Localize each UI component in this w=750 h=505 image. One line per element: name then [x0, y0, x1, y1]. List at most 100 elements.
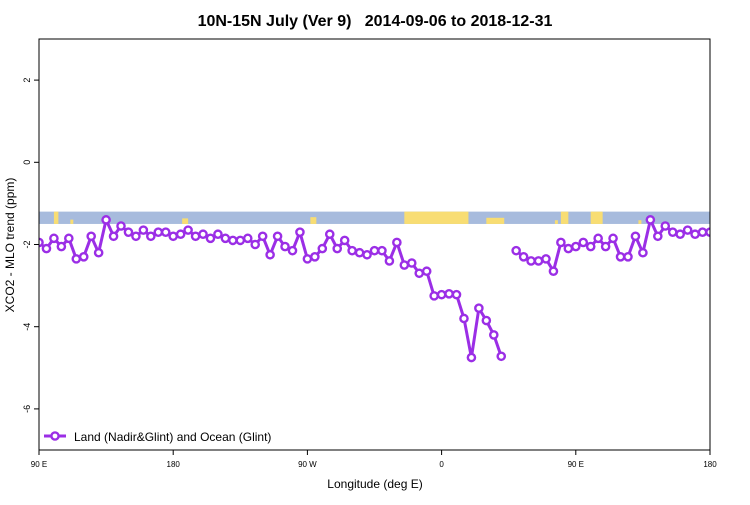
data-point — [533, 256, 544, 266]
data-point — [638, 247, 648, 258]
land-patch — [404, 211, 469, 224]
data-point — [295, 227, 305, 237]
data-point — [235, 235, 246, 246]
y-tick-label: -6 — [22, 405, 32, 413]
data-point — [585, 241, 596, 252]
data-point — [541, 254, 551, 264]
data-point — [280, 241, 290, 252]
data-point — [466, 352, 477, 363]
data-point — [645, 215, 656, 225]
data-point — [451, 289, 462, 300]
data-point — [548, 266, 559, 277]
land-ocean-map-strip — [39, 211, 710, 224]
data-point — [131, 231, 141, 242]
data-point — [317, 243, 328, 254]
data-point — [310, 252, 320, 262]
data-point — [488, 330, 499, 340]
data-point — [429, 291, 439, 301]
data-point — [265, 249, 275, 260]
data-point — [511, 245, 521, 256]
data-point — [160, 227, 171, 237]
data-point — [526, 256, 536, 266]
data-point — [332, 243, 343, 254]
data-point — [667, 227, 678, 237]
data-point — [697, 227, 708, 237]
land-patch — [560, 211, 569, 224]
data-point — [71, 254, 82, 264]
data-point — [108, 231, 119, 242]
legend-label: Land (Nadir&Glint) and Ocean (Glint) — [74, 430, 271, 444]
legend-marker — [50, 431, 60, 441]
data-point — [682, 225, 693, 235]
data-point — [190, 231, 201, 242]
data-point — [690, 229, 700, 240]
land-patch — [53, 211, 59, 224]
y-tick-label: 0 — [22, 160, 32, 165]
data-point — [593, 233, 603, 244]
data-point — [414, 268, 425, 279]
land-patch — [638, 220, 642, 224]
data-point — [615, 252, 626, 262]
data-point — [324, 229, 335, 240]
data-point — [302, 254, 313, 264]
data-point — [138, 225, 149, 235]
data-point — [623, 252, 633, 262]
data-point — [220, 233, 231, 244]
data-point — [563, 243, 574, 254]
data-point — [228, 235, 238, 246]
chart-title: 10N-15N July (Ver 9) 2014-09-06 to 2018-… — [198, 13, 553, 30]
data-point — [653, 231, 663, 242]
ocean-band — [39, 211, 710, 224]
data-point — [444, 289, 454, 299]
data-point — [146, 231, 156, 242]
data-point — [64, 233, 74, 244]
y-tick-label: -2 — [22, 240, 32, 248]
x-tick-label: 180 — [167, 460, 181, 469]
data-point — [392, 237, 402, 248]
land-patch — [486, 217, 505, 224]
data-point — [257, 231, 268, 242]
data-point — [474, 303, 484, 314]
data-point — [116, 221, 126, 231]
data-point — [481, 315, 492, 326]
data-point — [168, 231, 178, 242]
x-tick-label: 0 — [439, 460, 444, 469]
land-patch — [590, 211, 603, 224]
land-patch — [554, 220, 558, 224]
data-point — [287, 245, 298, 256]
data-point — [205, 233, 216, 244]
series-line — [39, 218, 503, 359]
data-point — [272, 231, 283, 242]
legend: Land (Nadir&Glint) and Ocean (Glint) — [44, 430, 271, 444]
series-layer — [39, 215, 710, 363]
data-point — [250, 239, 261, 250]
data-point — [213, 229, 223, 240]
data-point — [556, 237, 566, 248]
data-point — [399, 260, 410, 270]
x-tick-label: 180 — [703, 460, 717, 469]
data-point — [123, 227, 134, 237]
data-point — [518, 252, 529, 262]
x-axis-label: Longitude (deg E) — [327, 477, 422, 491]
data-point — [369, 245, 380, 256]
data-point — [347, 245, 357, 256]
data-point — [49, 233, 59, 244]
data-point — [78, 252, 89, 262]
data-point — [153, 227, 164, 237]
data-point — [436, 289, 447, 300]
data-point — [406, 258, 417, 268]
y-tick-label: 2 — [22, 78, 32, 83]
data-point — [705, 227, 710, 237]
data-point — [630, 231, 641, 242]
data-point — [86, 231, 96, 242]
data-point — [175, 229, 186, 240]
data-point — [660, 221, 671, 231]
y-axis-label: XCO2 - MLO trend (ppm) — [3, 178, 17, 313]
data-point — [377, 245, 387, 256]
x-tick-label: 90 E — [31, 460, 47, 469]
data-point — [608, 233, 618, 244]
data-point — [56, 241, 67, 252]
data-point — [675, 229, 685, 240]
